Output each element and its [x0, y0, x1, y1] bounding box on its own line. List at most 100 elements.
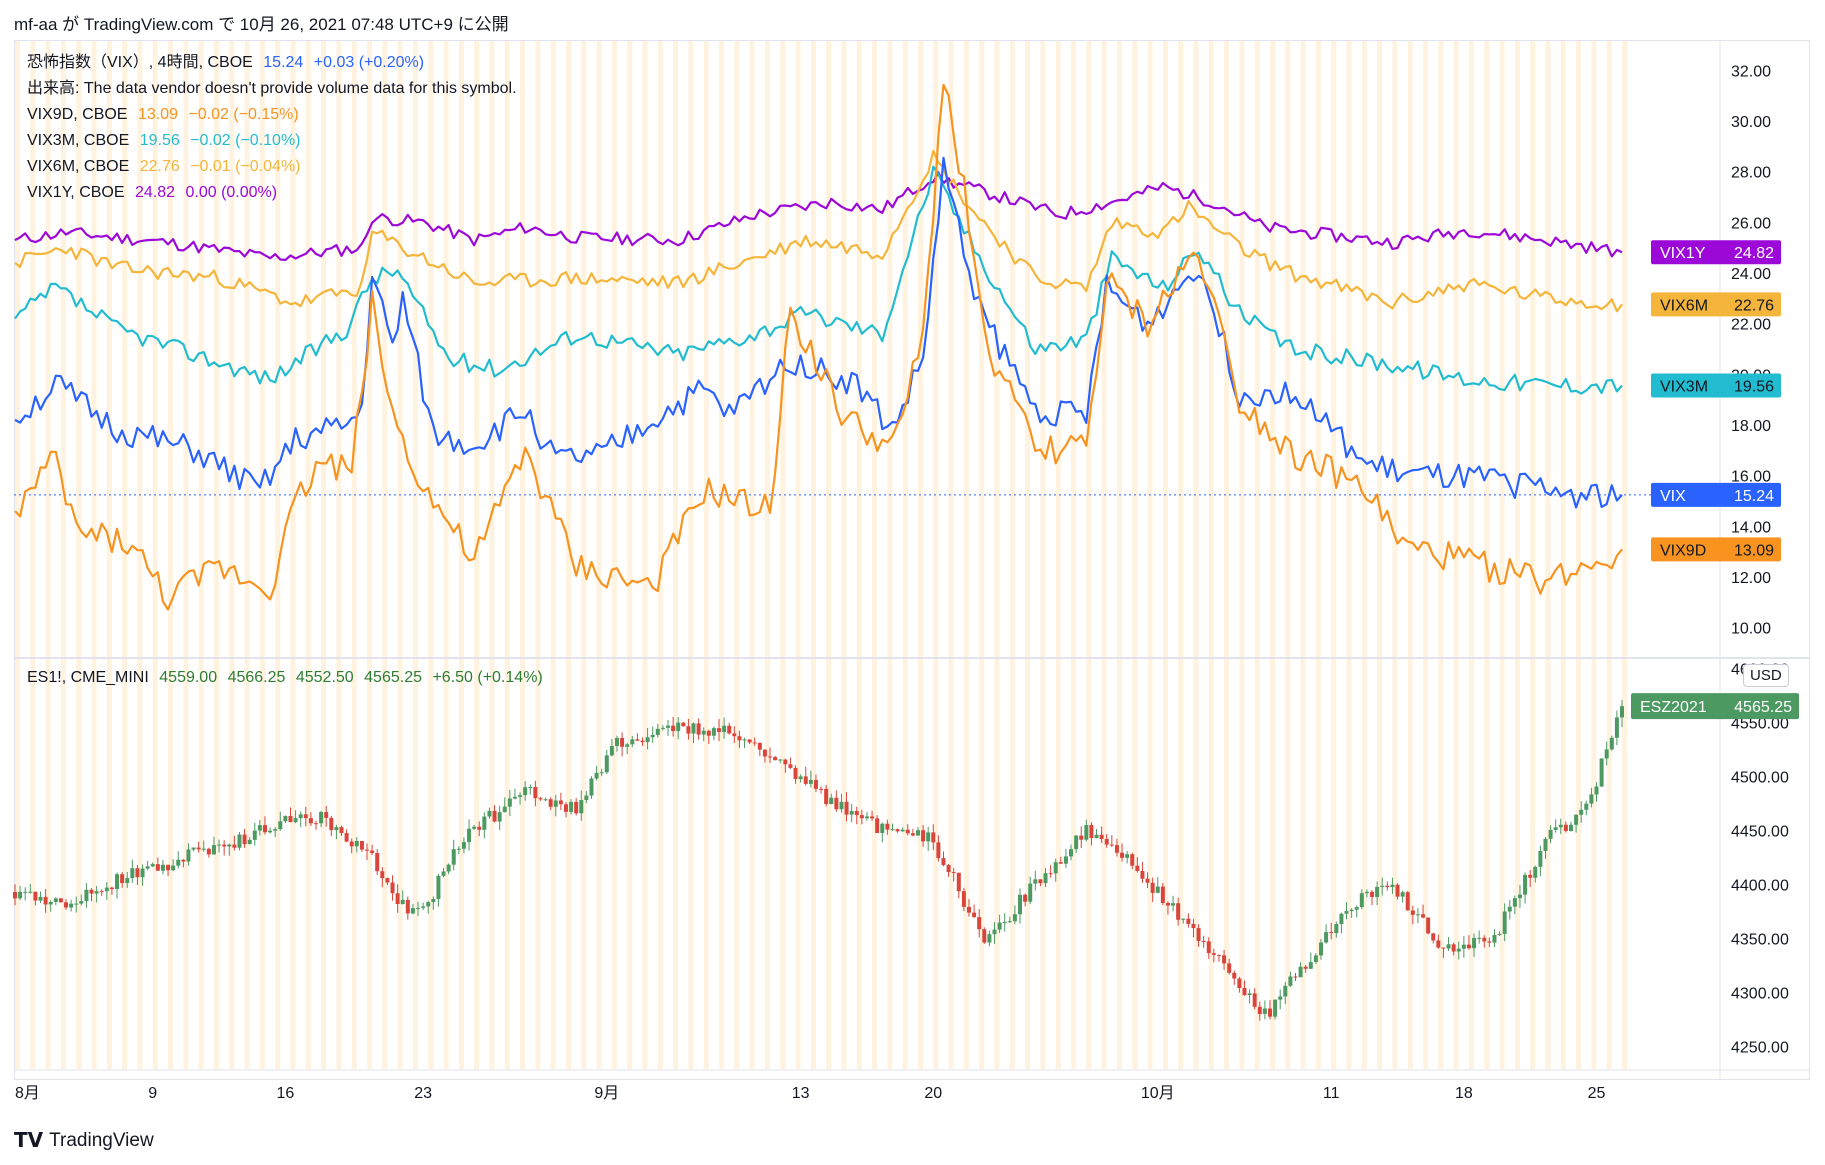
es-pane-legend[interactable]: ES1!, CME_MINI 4559.00 4566.25 4552.50 4… — [27, 665, 543, 691]
candle-body — [456, 848, 461, 850]
session-band — [948, 41, 954, 1069]
candle-body — [1053, 862, 1058, 874]
candle-body — [492, 810, 497, 822]
candle-body — [757, 742, 762, 750]
legend-row-vix3m[interactable]: VIX3M, CBOE 19.56 −0.02 (−0.10%) — [27, 128, 517, 154]
candle-body — [48, 902, 53, 905]
candle-body — [1038, 879, 1043, 884]
candle-body — [620, 737, 625, 747]
candle-body — [859, 815, 864, 819]
candle-body — [793, 767, 798, 780]
legend-row-vix[interactable]: 恐怖指数（VIX）, 4時間, CBOE 15.24 +0.03 (+0.20%… — [27, 50, 517, 76]
session-band — [1254, 41, 1260, 1069]
session-band — [627, 41, 633, 1069]
price-tag-name: ESZ2021 — [1640, 699, 1707, 716]
series-line-vix6m — [14, 149, 1623, 313]
session-band — [382, 41, 388, 1069]
candle-body — [1568, 824, 1573, 832]
session-band — [91, 41, 97, 1069]
candle-body — [273, 829, 278, 831]
candle-body — [1319, 942, 1324, 956]
publish-header: mf-aa が TradingView.com で 10月 26, 2021 0… — [14, 15, 509, 34]
candle-body — [737, 736, 742, 741]
candle-body — [94, 891, 99, 894]
session-band — [30, 41, 36, 1069]
session-band — [719, 41, 725, 1069]
session-band — [1377, 41, 1383, 1069]
session-band — [688, 41, 694, 1069]
candle-body — [788, 764, 793, 768]
session-band — [795, 41, 801, 1069]
candle-body — [1349, 909, 1354, 912]
session-band — [550, 41, 556, 1069]
candle-body — [329, 817, 334, 831]
candle-body — [538, 798, 543, 800]
candle-body — [614, 737, 619, 747]
candle-body — [926, 832, 931, 842]
candle-body — [686, 726, 691, 734]
candle-body — [1344, 911, 1349, 914]
session-band — [749, 41, 755, 1069]
candle-body — [217, 844, 222, 846]
candle-body — [752, 742, 757, 744]
legend-row-vix6m[interactable]: VIX6M, CBOE 22.76 −0.01 (−0.04%) — [27, 154, 517, 180]
candle-body — [1364, 891, 1369, 894]
candle-body — [727, 725, 732, 734]
price-tag-name: VIX3M — [1660, 378, 1708, 395]
candle-body — [701, 730, 706, 735]
chart-frame[interactable] — [14, 40, 1810, 1080]
candle-body — [864, 816, 869, 819]
candle-body — [262, 825, 267, 833]
legend-row-vix1y[interactable]: VIX1Y, CBOE 24.82 0.00 (0.00%) — [27, 180, 517, 206]
candle-body — [589, 778, 594, 796]
candle-body — [1023, 894, 1028, 902]
candle-body — [69, 903, 74, 908]
candle-body — [1074, 835, 1079, 850]
candle-body — [630, 739, 635, 745]
candle-body — [13, 891, 17, 899]
candle-body — [854, 811, 859, 816]
candle-body — [339, 827, 344, 834]
candle-body — [1533, 866, 1538, 878]
time-axis: 8月 9 16 23 9月 13 20 10月 11 18 25 — [15, 1085, 1605, 1102]
candle-body — [1313, 955, 1318, 963]
candle-body — [242, 834, 247, 845]
price-tag-vix3m — [1651, 373, 1781, 398]
candle-body — [880, 823, 885, 833]
candle-body — [533, 787, 538, 799]
candle-body — [145, 866, 150, 869]
session-band — [1086, 41, 1092, 1069]
session-band — [1484, 41, 1490, 1069]
candle-body — [696, 723, 701, 735]
legend-row-vix9d[interactable]: VIX9D, CBOE 13.09 −0.02 (−0.15%) — [27, 102, 517, 128]
vix-y-tick-label: 16.00 — [1731, 469, 1771, 486]
session-band — [321, 41, 327, 1069]
candle-body — [446, 864, 451, 872]
series-line-vix1y — [14, 171, 1623, 261]
candle-body — [1079, 835, 1084, 840]
candle-body — [711, 728, 716, 736]
candle-body — [43, 896, 48, 905]
session-band — [581, 41, 587, 1069]
session-band — [397, 41, 403, 1069]
candle-body — [1329, 932, 1334, 934]
candle-body — [1069, 849, 1074, 857]
candle-body — [1436, 940, 1441, 948]
legend-es-open: 4559.00 — [159, 669, 218, 686]
candle-body — [1461, 944, 1466, 949]
candle-body — [472, 826, 477, 829]
candle-body — [227, 844, 232, 847]
session-band — [122, 41, 128, 1069]
candle-body — [1160, 886, 1165, 903]
candle-body — [951, 872, 956, 874]
candle-body — [308, 818, 313, 824]
candle-body — [1594, 786, 1599, 795]
legend-vix9d-change: −0.02 (−0.15%) — [188, 106, 299, 123]
price-tag-esz2021 — [1631, 693, 1799, 720]
currency-badge[interactable]: USD — [1743, 664, 1789, 687]
candle-body — [507, 798, 512, 807]
tradingview-logo[interactable]: 𝗧𝗩 TradingView — [14, 1128, 154, 1153]
candle-body — [365, 849, 370, 851]
legend-row-volume[interactable]: 出来高: The data vendor doesn't provide vol… — [27, 76, 517, 102]
